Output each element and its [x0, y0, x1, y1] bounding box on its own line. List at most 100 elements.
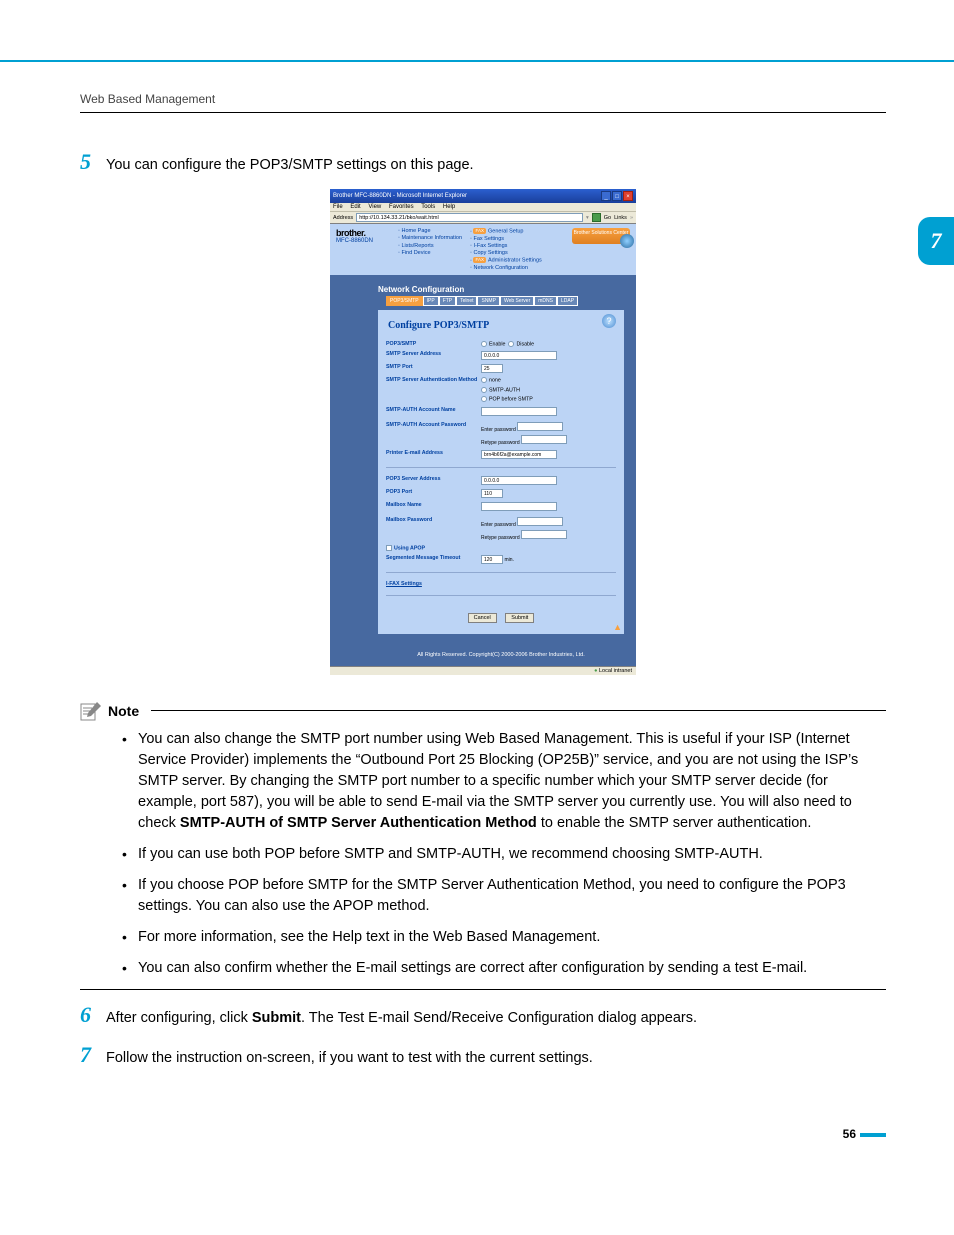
- config-panel: ? Configure POP3/SMTP POP3/SMTP Enable D…: [378, 310, 624, 634]
- radio-disable[interactable]: [508, 341, 514, 347]
- app-header: brother. MFC-8860DN Home Page Maintenanc…: [330, 224, 636, 275]
- close-button[interactable]: ×: [623, 191, 633, 201]
- nav-maint[interactable]: Maintenance Information: [398, 235, 462, 242]
- check-apop[interactable]: [386, 545, 392, 551]
- tab-pop3smtp[interactable]: POP3/SMTP: [386, 296, 423, 306]
- step-number: 6: [80, 1002, 106, 1028]
- menu-tools[interactable]: Tools: [421, 204, 435, 210]
- menu-fav[interactable]: Favorites: [389, 204, 414, 210]
- tab-snmp[interactable]: SNMP: [477, 296, 499, 306]
- nav-home[interactable]: Home Page: [398, 228, 462, 235]
- maximize-button[interactable]: □: [612, 191, 622, 201]
- menu-file[interactable]: File: [333, 204, 343, 210]
- step-number: 7: [80, 1042, 106, 1068]
- menu-view[interactable]: View: [368, 204, 381, 210]
- section-header: Web Based Management: [80, 92, 886, 106]
- input-mbp1[interactable]: [517, 517, 563, 526]
- copyright: All Rights Reserved. Copyright(C) 2000-2…: [378, 652, 624, 658]
- note-item: You can also change the SMTP port number…: [122, 729, 886, 834]
- ie-title: Brother MFC-8860DN - Microsoft Internet …: [333, 193, 467, 199]
- brand-logo: brother.: [336, 228, 398, 238]
- nav-netconf[interactable]: Network Configuration: [470, 265, 542, 272]
- input-smtp-addr[interactable]: 0.0.0.0: [481, 351, 557, 360]
- lbl-p3a: POP3 Server Address: [386, 476, 481, 482]
- radio-enable[interactable]: [481, 341, 487, 347]
- tab-ftp[interactable]: FTP: [439, 296, 456, 306]
- config-title: Configure POP3/SMTP: [388, 320, 616, 331]
- note-block: Note You can also change the SMTP port n…: [80, 701, 886, 990]
- note-item: For more information, see the Help text …: [122, 927, 886, 948]
- lbl-smt: Segmented Message Timeout: [386, 555, 481, 561]
- app-body: Network Configuration POP3/SMTP IPP FTP …: [330, 275, 636, 666]
- nav-ifax[interactable]: I-Fax Settings: [470, 243, 542, 250]
- links-label[interactable]: Links: [614, 215, 627, 221]
- go-button[interactable]: [592, 213, 601, 222]
- menu-help[interactable]: Help: [443, 204, 455, 210]
- input-pea[interactable]: brn4b6f2a@example.com: [481, 450, 557, 459]
- go-label: Go: [604, 215, 611, 221]
- page-number: 56: [843, 1127, 886, 1141]
- step-number: 5: [80, 149, 106, 175]
- help-icon[interactable]: ?: [602, 314, 616, 328]
- nav-copy[interactable]: Copy Settings: [470, 250, 542, 257]
- chapter-tab: 7: [918, 217, 954, 265]
- tab-ldap[interactable]: LDAP: [557, 296, 578, 306]
- ie-titlebar: Brother MFC-8860DN - Microsoft Internet …: [330, 189, 636, 203]
- input-sap2[interactable]: [521, 435, 567, 444]
- radio-none[interactable]: [481, 377, 487, 383]
- submit-button[interactable]: Submit: [505, 613, 534, 623]
- lbl-pea: Printer E-mail Address: [386, 450, 481, 456]
- cancel-button[interactable]: Cancel: [468, 613, 497, 623]
- note-label: Note: [108, 703, 139, 719]
- address-input[interactable]: http://10.134.33.21/bko/wait.html: [356, 213, 583, 222]
- input-san[interactable]: [481, 407, 557, 416]
- tab-telnet[interactable]: Telnet: [456, 296, 477, 306]
- nav-admin[interactable]: FAXAdministrator Settings: [470, 257, 542, 265]
- minimize-button[interactable]: _: [601, 191, 611, 201]
- input-p3p[interactable]: 110: [481, 489, 503, 498]
- tab-ipp[interactable]: IPP: [423, 296, 439, 306]
- netconf-title: Network Configuration: [378, 285, 624, 294]
- note-icon: [80, 701, 102, 721]
- lbl-mbp: Mailbox Password: [386, 517, 481, 523]
- lbl-smtp-port: SMTP Port: [386, 364, 481, 370]
- input-p3a[interactable]: 0.0.0.0: [481, 476, 557, 485]
- input-sap1[interactable]: [517, 422, 563, 431]
- input-mbp2[interactable]: [521, 530, 567, 539]
- step-text: Follow the instruction on-screen, if you…: [106, 1048, 886, 1068]
- back-to-top-icon[interactable]: ▲: [613, 622, 622, 632]
- lbl-smtp-addr: SMTP Server Address: [386, 351, 481, 357]
- input-mbn[interactable]: [481, 502, 557, 511]
- menu-edit[interactable]: Edit: [350, 204, 360, 210]
- ie-menubar: File Edit View Favorites Tools Help: [330, 203, 636, 212]
- nav-find[interactable]: Find Device: [398, 250, 462, 257]
- note-item: If you choose POP before SMTP for the SM…: [122, 875, 886, 917]
- step-5: 5 You can configure the POP3/SMTP settin…: [80, 149, 886, 175]
- lbl-pop3smtp: POP3/SMTP: [386, 341, 481, 347]
- ie-statusbar: ● Local intranet: [330, 666, 636, 675]
- note-item: You can also confirm whether the E-mail …: [122, 958, 886, 979]
- status-right: Local intranet: [599, 668, 632, 674]
- step-text: You can configure the POP3/SMTP settings…: [106, 155, 886, 175]
- globe-icon: [620, 234, 634, 248]
- tab-mdns[interactable]: mDNS: [534, 296, 557, 306]
- radio-smtpauth[interactable]: [481, 387, 487, 393]
- nav-general[interactable]: FAXGeneral Setup: [470, 228, 542, 236]
- netconf-tabs: POP3/SMTP IPP FTP Telnet SNMP Web Server…: [386, 296, 624, 306]
- nav-lists[interactable]: Lists/Reports: [398, 243, 462, 250]
- lbl-san: SMTP-AUTH Account Name: [386, 407, 481, 413]
- solutions-badge[interactable]: Brother Solutions Center: [572, 228, 630, 244]
- link-ifax-settings[interactable]: I-FAX Settings: [386, 581, 481, 587]
- input-smtp-port[interactable]: 25: [481, 364, 503, 373]
- step-text: After configuring, click Submit. The Tes…: [106, 1008, 886, 1028]
- tab-webserver[interactable]: Web Server: [500, 296, 534, 306]
- embedded-screenshot: Brother MFC-8860DN - Microsoft Internet …: [330, 189, 636, 675]
- lbl-mbn: Mailbox Name: [386, 502, 481, 508]
- note-list: You can also change the SMTP port number…: [80, 721, 886, 979]
- nav-fax[interactable]: Fax Settings: [470, 236, 542, 243]
- model-label: MFC-8860DN: [336, 238, 398, 244]
- note-item: If you can use both POP before SMTP and …: [122, 844, 886, 865]
- ie-address-bar: Address http://10.134.33.21/bko/wait.htm…: [330, 212, 636, 224]
- radio-popb4smtp[interactable]: [481, 396, 487, 402]
- input-smt[interactable]: 120: [481, 555, 503, 564]
